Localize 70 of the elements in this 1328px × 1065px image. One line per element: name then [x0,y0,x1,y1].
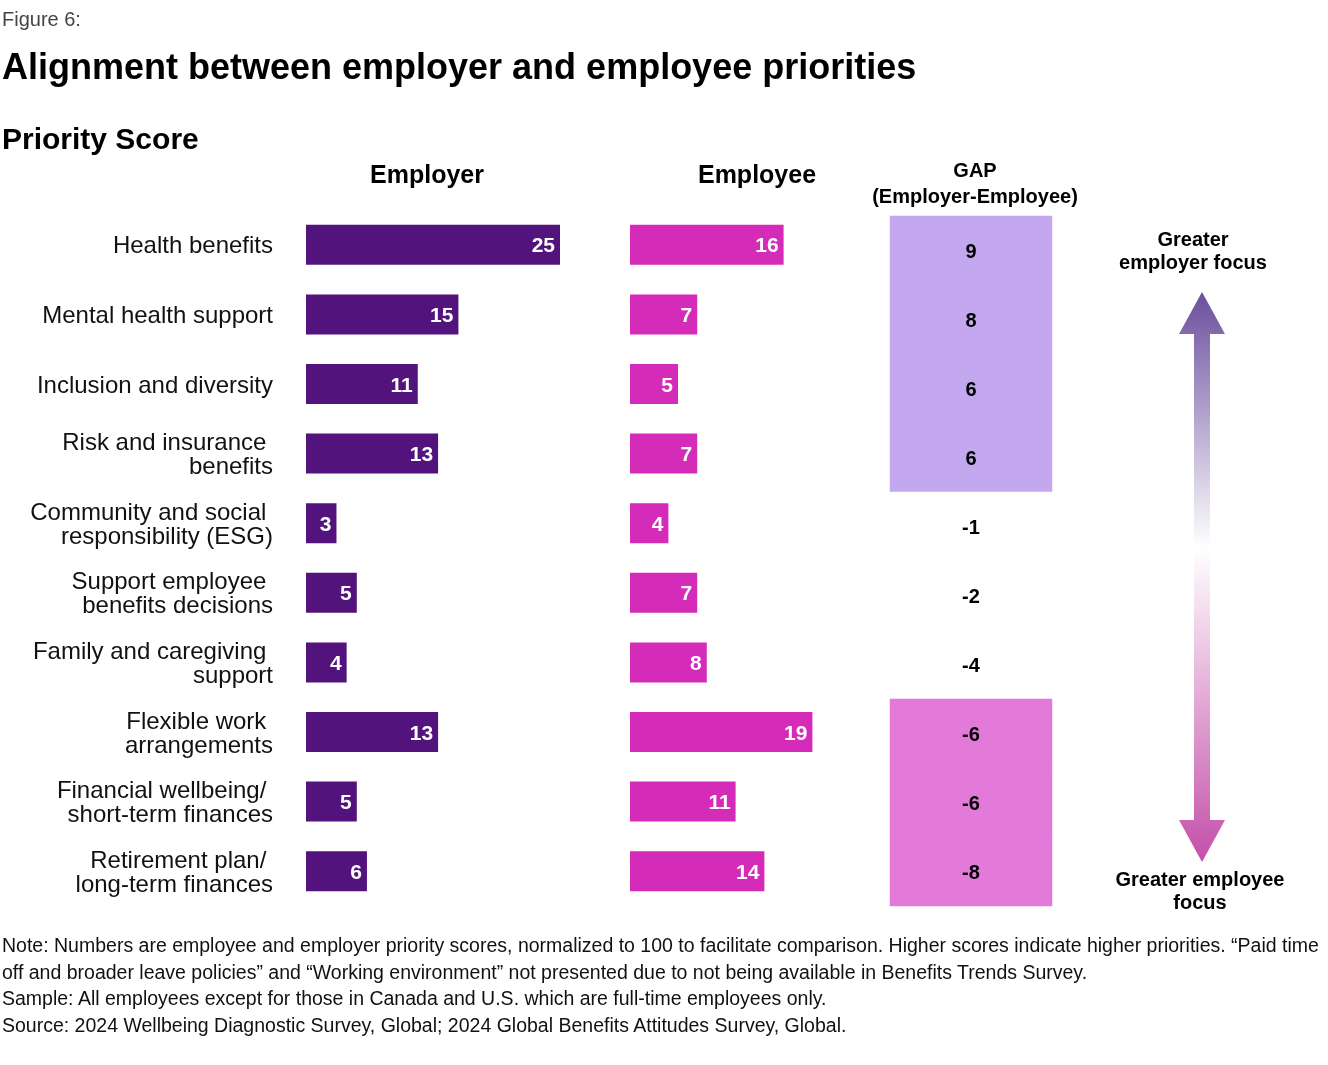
y-tick-label: Mental health support [42,300,274,328]
bar [306,224,560,265]
data-label: -6 [962,791,980,814]
chart-subtitle: Priority Score [2,122,199,156]
x-axis-title: Employee [697,160,817,188]
x-axis-title: GAP (Employer-Employee) [872,159,1078,207]
data-label: 8 [690,650,703,674]
data-label: 6 [965,446,977,469]
data-label: 3 [319,511,332,535]
data-label: 6 [965,377,977,400]
data-label: 8 [965,308,977,331]
y-tick-label: Financial wellbeing/ short-term finances [56,776,273,828]
y-tick-label: Flexible work arrangements [124,706,273,758]
data-label: 19 [784,720,808,744]
y-tick-label: Retirement plan/ long-term finances [75,845,273,897]
bar [630,503,669,544]
bar [306,433,439,474]
y-tick-label: Inclusion and diversity [36,370,273,398]
text: Note: Numbers are employee and employer priority scores, normalized to 100 to facilitate comparison. Higher scores indicate higher priorities. “Paid time off and broader leave policies” and “Working environment” not presented due to not being available in Benefits Trends Survey. [2,933,1320,985]
bar [306,364,418,404]
data-label: 7 [680,442,693,466]
data-label: 7 [680,581,693,605]
data-label: 5 [340,790,353,814]
data-label: 14 [736,859,760,883]
data-label: 9 [965,239,977,262]
data-label: -8 [962,860,980,883]
bar [306,781,357,822]
x-axis-title: Employer [370,160,485,188]
data-label: 4 [651,511,664,535]
data-label: 13 [409,442,434,466]
data-label: 16 [755,233,779,257]
data-label: 5 [340,581,353,605]
data-label: -6 [962,722,980,745]
bar [630,294,698,335]
data-label: 25 [531,233,556,257]
text: Greater employer focus [1118,228,1268,274]
data-label: 5 [661,372,674,396]
bar [306,712,439,752]
bar [630,642,707,683]
bar [630,433,698,474]
data-label: -4 [962,653,981,676]
data-label: -2 [962,584,980,607]
y-tick-label: Family and caregiving support [32,636,274,688]
bar [630,224,784,265]
data-label: 4 [329,650,342,674]
bar [306,572,357,613]
y-tick-label: Support employee benefits decisions [71,567,273,619]
bar [306,294,459,335]
bar [306,642,347,683]
bar [306,851,367,892]
bar [630,851,765,892]
data-label: 15 [430,302,454,326]
text: Greater employee focus [1115,868,1285,914]
bar [630,712,813,752]
chart-title: Alignment between employer and employee priorities [2,46,917,88]
data-label: 7 [680,302,693,326]
bar [630,572,698,613]
text: Sample: All employees except for those in Canada and U.S. which are full-time employees only. [2,986,828,1011]
data-label: 13 [409,720,434,744]
caption: Figure 6: [2,8,81,31]
y-tick-label: Health benefits [112,231,273,259]
data-label: 6 [350,859,362,883]
data-label: 11 [708,790,731,814]
data-label: 11 [390,372,414,396]
data-label: -1 [962,515,980,538]
y-tick-label: Community and social responsibility (ESG) [30,497,273,549]
y-tick-label: Risk and insurance benefits [62,428,273,480]
bar [630,364,678,404]
bar [630,781,736,822]
source-note: Source: 2024 Wellbeing Diagnostic Survey, Global; 2024 Global Benefits Attitudes Survey, Global. [2,1012,848,1038]
